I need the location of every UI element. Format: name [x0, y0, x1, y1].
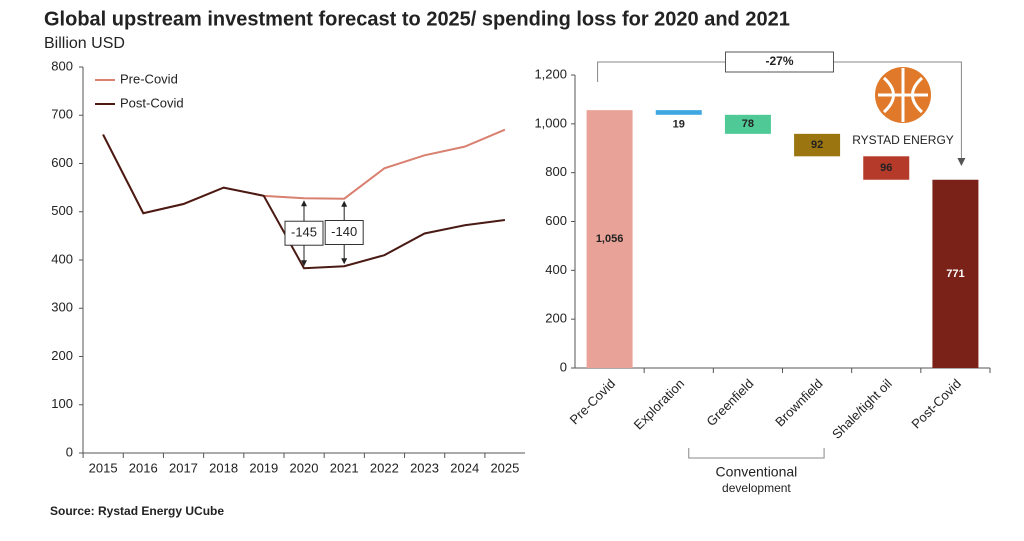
value-label: 19: [673, 119, 685, 131]
logo-text: RYSTAD ENERGY: [852, 133, 954, 147]
y-tick-label: 800: [51, 58, 73, 73]
logo-lines: [878, 68, 928, 122]
bar: [655, 110, 702, 115]
y-tick-label: 500: [51, 203, 73, 218]
annotation-label: -145: [291, 225, 317, 240]
source: Source: Rystad Energy UCube: [50, 504, 224, 518]
annotation-box: [284, 220, 324, 246]
logo: RYSTAD ENERGY: [852, 67, 954, 147]
bar: [863, 156, 910, 180]
value-label: 78: [742, 118, 754, 130]
y-tick-label: 400: [51, 251, 73, 266]
title: Global upstream investment forecast to 2…: [44, 8, 790, 30]
x-tick-label: Greenfield: [703, 376, 756, 429]
x-tick-label: 2023: [410, 460, 439, 475]
group-label: Conventional: [716, 464, 798, 480]
change-label: -27%: [765, 54, 793, 68]
annotation-box: [324, 219, 364, 245]
group-label: development: [722, 481, 791, 495]
x-tick-label: 2016: [129, 460, 158, 475]
y-tick-label: 1,200: [534, 66, 567, 81]
value-label: 1,056: [596, 233, 624, 245]
arrow-head: [957, 158, 966, 166]
x-tick-label: 2017: [169, 460, 198, 475]
y-tick-label: 400: [545, 262, 567, 277]
value-label: 92: [811, 139, 823, 151]
x-tick-label: Exploration: [631, 376, 688, 433]
change-box: [725, 51, 834, 73]
y-tick-label: 0: [66, 444, 73, 459]
bar: [932, 179, 979, 368]
legend-label: Post-Covid: [120, 95, 184, 110]
y-tick-label: 200: [51, 348, 73, 363]
x-tick-label: 2022: [370, 460, 399, 475]
y-tick-label: 200: [545, 311, 567, 326]
x-tick-label: 2021: [330, 460, 359, 475]
y-tick-label: 600: [51, 155, 73, 170]
x-tick-label: Pre-Covid: [567, 376, 618, 427]
group-bracket: [688, 448, 825, 459]
x-tick-label: Post-Covid: [908, 376, 964, 432]
annotation-label: -140: [331, 224, 357, 239]
bar: [724, 114, 771, 134]
x-tick-label: 2015: [89, 460, 118, 475]
x-tick-label: 2025: [490, 460, 519, 475]
line-series: [102, 134, 506, 270]
value-label: 771: [946, 268, 964, 280]
bar: [794, 133, 841, 157]
bar: [586, 110, 633, 368]
x-tick-label: 2024: [450, 460, 479, 475]
x-tick-label: Shale/tight oil: [829, 376, 895, 442]
value-label: 96: [880, 162, 892, 174]
x-tick-label: 2018: [209, 460, 238, 475]
y-tick-label: 600: [545, 213, 567, 228]
y-tick-label: 1,000: [534, 115, 567, 130]
x-tick-label: 2020: [290, 460, 319, 475]
subtitle: Billion USD: [44, 35, 125, 52]
y-tick-label: 800: [545, 164, 567, 179]
y-tick-label: 100: [51, 396, 73, 411]
x-tick-label: Brownfield: [772, 376, 826, 430]
legend-label: Pre-Covid: [120, 71, 178, 86]
x-tick-label: 2019: [249, 460, 278, 475]
y-tick-label: 700: [51, 107, 73, 122]
y-tick-label: 0: [560, 359, 567, 374]
y-tick-label: 300: [51, 300, 73, 315]
